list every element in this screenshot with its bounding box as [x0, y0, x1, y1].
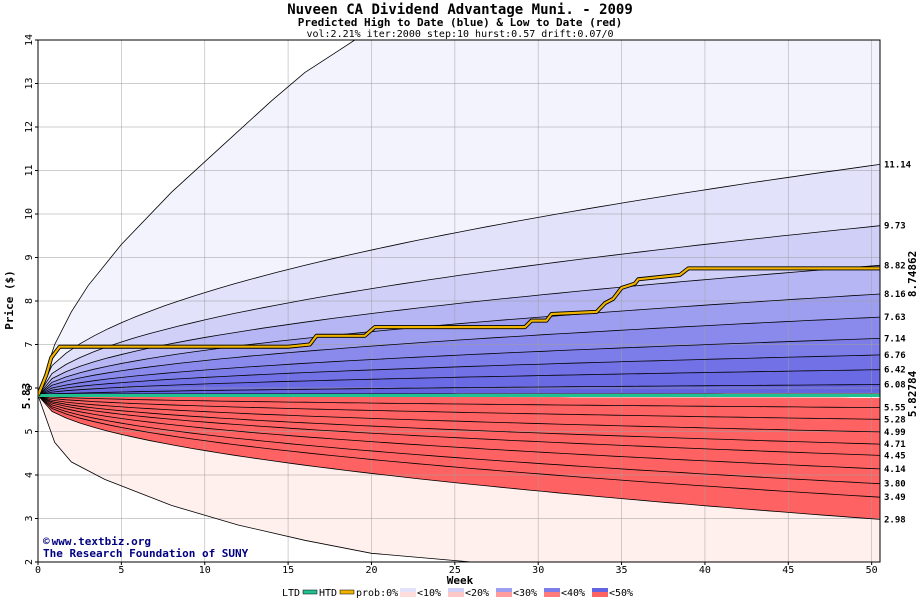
htd-end-label: 8.74862 [906, 251, 919, 297]
band-end-label-5-55: 5.55 [884, 404, 906, 414]
x-tick-0: 0 [35, 565, 41, 576]
x-tick-15: 15 [282, 565, 294, 576]
high-boundary-0 [38, 40, 356, 396]
band-end-label-7-63: 7.63 [884, 313, 906, 323]
legend-swatch-low-lt50 [592, 592, 608, 597]
high-boundary-7 [38, 354, 880, 396]
low-boundary-1 [38, 395, 880, 408]
band-end-label-4-99: 4.99 [884, 428, 906, 438]
high-boundary-6 [38, 338, 880, 396]
band-end-label-4-45: 4.45 [884, 451, 906, 461]
bands-group [38, 40, 880, 562]
credit-foundation: The Research Foundation of SUNY [43, 547, 249, 560]
low-boundary-2 [38, 395, 880, 420]
x-tick-45: 45 [782, 565, 794, 576]
grid [38, 40, 880, 562]
x-tick-40: 40 [699, 565, 711, 576]
x-tick-30: 30 [532, 565, 544, 576]
y-tick-11: 11 [24, 164, 35, 176]
htd-line [38, 267, 880, 396]
low-boundary-8 [38, 395, 880, 498]
credit-copyright: © www.textbiz.org [43, 535, 151, 548]
high-boundary-2 [38, 225, 880, 396]
x-tick-20: 20 [365, 565, 377, 576]
legend-lt10-label: <10% [417, 588, 441, 599]
legend: LTD HTD prob:0% <10% <20% <30% <40% <50% [282, 588, 633, 599]
y-tick-14: 14 [24, 34, 35, 46]
band-end-label-4-71: 4.71 [884, 440, 906, 450]
legend-lt50-label: <50% [609, 588, 633, 599]
high-boundary-9 [38, 384, 880, 396]
band-end-label-9-73: 9.73 [884, 222, 906, 232]
credit-url: www.textbiz.org [52, 535, 151, 548]
high-boundary-5 [38, 316, 880, 396]
legend-lt20-label: <20% [465, 588, 489, 599]
band-high-9 [38, 384, 880, 396]
y-tick-4: 4 [24, 472, 35, 478]
band-end-label-7-14: 7.14 [884, 334, 906, 344]
y-tick-12: 12 [24, 121, 35, 133]
legend-swatch-low-lt40 [544, 592, 560, 597]
ltd-end-label: 5.82784 [906, 370, 919, 417]
band-end-label-4-14: 4.14 [884, 465, 906, 475]
band-end-label-6-08: 6.08 [884, 381, 906, 391]
y-tick-9: 9 [24, 254, 35, 260]
band-end-label-11-14: 11.14 [884, 160, 912, 170]
y-tick-8: 8 [24, 298, 35, 304]
band-end-label-3-49: 3.49 [884, 493, 906, 503]
low-boundary-0 [38, 395, 472, 562]
legend-htd-swatch [339, 589, 355, 595]
x-tick-50: 50 [866, 565, 878, 576]
x-tick-35: 35 [616, 565, 628, 576]
start-price-label: 5.83 [20, 383, 33, 410]
legend-lt40-label: <40% [561, 588, 585, 599]
legend-htd-label: HTD [319, 588, 337, 599]
y-tick-13: 13 [24, 77, 35, 89]
plot-area: 0 5 10 15 20 25 30 35 40 45 5023456789101112131411… [24, 34, 912, 576]
band-end-label-5-28: 5.28 [884, 415, 906, 425]
band-end-label-6-76: 6.76 [884, 351, 906, 361]
high-boundary-8 [38, 369, 880, 396]
y-tick-2: 2 [24, 559, 35, 565]
x-tick-5: 5 [118, 565, 124, 576]
band-end-label-2-98: 2.98 [884, 515, 906, 525]
legend-lt30-label: <30% [513, 588, 537, 599]
high-boundary-3 [38, 264, 880, 396]
low-boundary-7 [38, 395, 880, 485]
low-boundary-5 [38, 395, 880, 456]
band-end-label-8-82: 8.82 [884, 261, 906, 271]
legend-swatch-low-lt20 [448, 592, 464, 597]
legend-ltd-label: LTD [282, 588, 300, 599]
band-end-label-6-42: 6.42 [884, 366, 906, 376]
high-boundary-1 [38, 164, 880, 396]
y-tick-10: 10 [24, 208, 35, 220]
y-tick-3: 3 [24, 515, 35, 521]
chart-params: vol:2.21% iter:2000 step:10 hurst:0.57 d… [306, 29, 613, 40]
chart-subtitle: Predicted High to Date (blue) & Low to D… [298, 16, 623, 29]
legend-swatch-low-lt10 [400, 592, 416, 597]
y-tick-5: 5 [24, 428, 35, 434]
x-tick-10: 10 [199, 565, 211, 576]
y-tick-6: 6 [24, 385, 35, 391]
band-end-label-3-80: 3.80 [884, 480, 906, 490]
legend-prob0-label: prob:0% [356, 588, 398, 599]
low-boundary-6 [38, 395, 880, 470]
y-axis-label: Price ($) [3, 270, 16, 330]
low-boundary-3 [38, 395, 880, 433]
low-boundary-4 [38, 395, 880, 445]
legend-swatch-low-lt30 [496, 592, 512, 597]
legend-ltd-swatch [302, 589, 318, 595]
low-boundary-9 [38, 395, 880, 520]
chart-title: Nuveen CA Dividend Advantage Muni. - 200… [287, 2, 633, 18]
y-tick-7: 7 [24, 341, 35, 347]
high-boundary-4 [38, 293, 880, 396]
x-tick-25: 25 [449, 565, 461, 576]
x-axis-label: Week [447, 574, 474, 587]
band-end-label-8-16: 8.16 [884, 290, 906, 300]
